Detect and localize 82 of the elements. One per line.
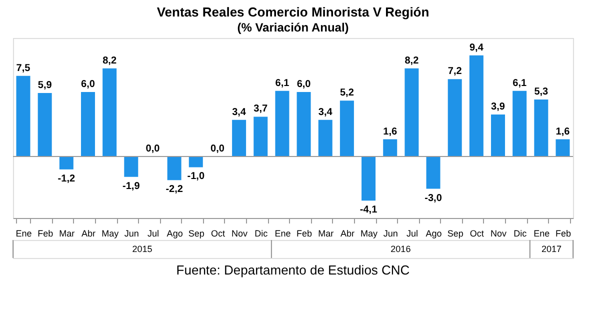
data-label: 3,9 bbox=[491, 102, 506, 113]
bar bbox=[426, 156, 440, 189]
x-tick-label: Sep bbox=[447, 228, 464, 238]
bar bbox=[232, 120, 246, 156]
x-tick-label: Nov bbox=[232, 228, 248, 238]
bar bbox=[102, 68, 117, 156]
x-tick-label: Feb bbox=[38, 228, 54, 238]
bar bbox=[188, 156, 203, 168]
data-label: 6,1 bbox=[275, 78, 290, 89]
bar bbox=[556, 139, 570, 156]
bar bbox=[124, 156, 138, 177]
x-tick-label: Sep bbox=[188, 228, 204, 238]
bar bbox=[491, 114, 506, 156]
bar bbox=[38, 93, 52, 156]
data-label: 6,0 bbox=[81, 78, 96, 90]
chart-title: Ventas Reales Comercio Minorista V Región bbox=[156, 4, 430, 20]
data-label: 0,0 bbox=[210, 143, 225, 154]
bar bbox=[448, 79, 462, 156]
bar bbox=[469, 55, 484, 156]
bar bbox=[167, 156, 182, 180]
bar bbox=[512, 90, 527, 156]
bar bbox=[383, 139, 398, 156]
bar bbox=[340, 100, 354, 156]
x-tick-label: Ago bbox=[166, 228, 183, 238]
data-label: 6,1 bbox=[512, 78, 527, 89]
x-tick-label: Ene bbox=[274, 228, 291, 238]
bar bbox=[296, 92, 311, 156]
data-label: 8,2 bbox=[102, 55, 117, 66]
data-label: 3,4 bbox=[318, 106, 333, 118]
data-label: 0,0 bbox=[146, 143, 160, 154]
x-tick-label: Jun bbox=[383, 228, 398, 238]
x-tick-label: Abr bbox=[340, 228, 354, 238]
bar bbox=[254, 116, 268, 156]
text: 2016 bbox=[390, 244, 411, 254]
x-tick-label: Dic bbox=[254, 228, 268, 238]
chart-subtitle: (% Variación Anual) bbox=[237, 20, 349, 34]
bar bbox=[404, 68, 419, 156]
text: 2017 bbox=[541, 244, 562, 254]
data-label: 1,6 bbox=[556, 126, 570, 138]
x-tick-label: Nov bbox=[490, 228, 508, 238]
data-label: 5,2 bbox=[340, 88, 354, 99]
source-note: Fuente: Departamento de Estudios CNC bbox=[176, 262, 410, 278]
x-tick-label: Ago bbox=[426, 228, 442, 238]
data-label: 9,4 bbox=[469, 42, 484, 54]
data-label: 6,0 bbox=[296, 78, 312, 90]
x-tick-label: Oct bbox=[470, 228, 484, 238]
x-tick-label: Mar bbox=[318, 228, 334, 238]
x-tick-label: Ene bbox=[534, 228, 550, 238]
x-tick-label: Feb bbox=[296, 228, 312, 238]
data-label: -2,2 bbox=[166, 184, 184, 196]
bar bbox=[16, 76, 30, 156]
bar bbox=[59, 156, 74, 170]
data-label: 3,7 bbox=[254, 104, 268, 115]
x-tick-label: May bbox=[360, 228, 378, 238]
data-label: 5,9 bbox=[38, 80, 52, 92]
x-tick-label: Jun bbox=[124, 228, 139, 238]
data-label: 7,5 bbox=[16, 62, 31, 74]
data-label: -1,0 bbox=[187, 171, 205, 182]
bar bbox=[275, 90, 290, 156]
x-tick-label: Feb bbox=[555, 228, 572, 238]
data-label: 5,3 bbox=[534, 86, 549, 98]
data-label: -1,2 bbox=[58, 173, 76, 184]
x-tick-label: Jul bbox=[147, 228, 159, 238]
data-label: 8,2 bbox=[404, 55, 420, 66]
data-label: 3,4 bbox=[232, 106, 246, 118]
x-tick-label: Abr bbox=[81, 228, 96, 238]
x-tick-label: Ene bbox=[16, 228, 32, 238]
bar bbox=[534, 100, 548, 156]
data-label: 1,6 bbox=[383, 126, 398, 138]
x-tick-label: Jul bbox=[406, 228, 418, 238]
x-tick-label: May bbox=[102, 228, 120, 238]
x-tick-label: Dic bbox=[514, 228, 528, 238]
data-label: -4,1 bbox=[360, 204, 378, 216]
bar bbox=[80, 92, 95, 156]
x-tick-label: Oct bbox=[210, 228, 226, 238]
data-label: -3,0 bbox=[424, 192, 442, 204]
x-tick-label: Mar bbox=[59, 228, 75, 238]
data-label: 7,2 bbox=[448, 66, 462, 78]
bar bbox=[318, 120, 332, 156]
data-label: -1,9 bbox=[122, 180, 140, 192]
text: 2015 bbox=[132, 244, 152, 254]
bar bbox=[362, 156, 376, 201]
